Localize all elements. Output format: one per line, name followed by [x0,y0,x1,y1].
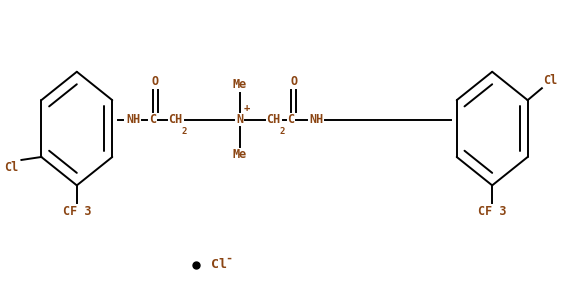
Text: Cl: Cl [5,161,19,174]
Text: Me: Me [232,78,247,91]
Text: C: C [149,113,156,126]
Text: NH: NH [126,113,141,126]
Text: Me: Me [232,148,247,161]
Text: O: O [152,75,159,88]
Text: 2: 2 [279,127,284,136]
Text: 2: 2 [182,127,187,136]
Text: N: N [236,113,244,126]
Text: CH: CH [168,113,183,126]
Text: O: O [290,75,297,88]
Text: NH: NH [309,113,323,126]
Text: Cl: Cl [543,74,557,87]
Text: CF 3: CF 3 [63,205,91,218]
Text: C: C [287,113,295,126]
Text: +: + [244,103,250,113]
Text: CH: CH [266,113,281,126]
Text: -: - [225,251,232,265]
Text: Cl: Cl [211,258,226,271]
Text: CF 3: CF 3 [478,205,506,218]
